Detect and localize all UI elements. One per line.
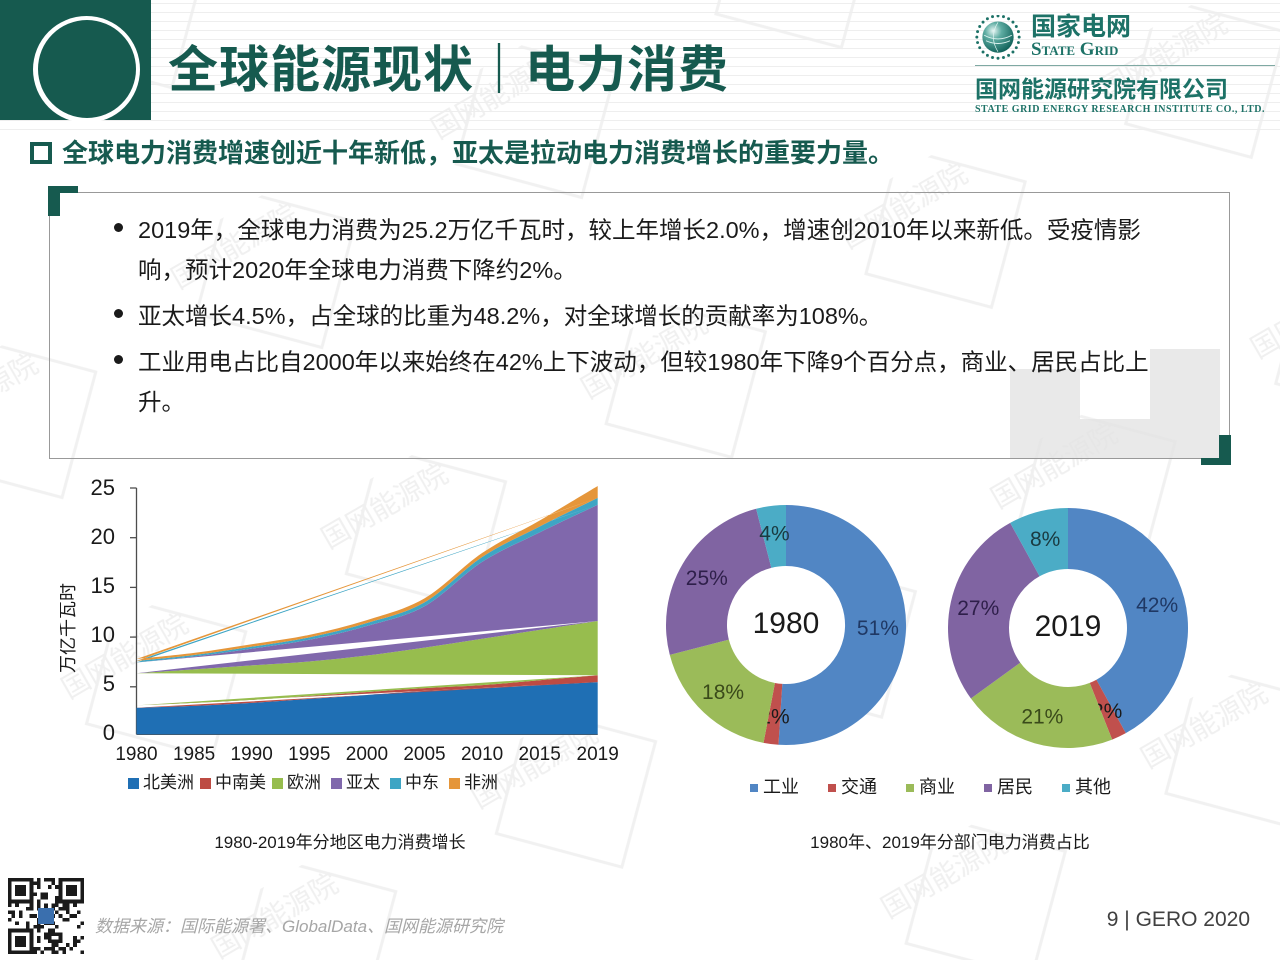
- svg-text:2019: 2019: [577, 744, 619, 765]
- svg-text:20: 20: [91, 524, 115, 549]
- svg-text:2000: 2000: [346, 744, 388, 765]
- svg-text:1990: 1990: [231, 744, 273, 765]
- svg-text:工业: 工业: [763, 773, 799, 798]
- svg-text:1995: 1995: [288, 744, 330, 765]
- svg-text:中南美: 中南美: [215, 768, 266, 793]
- svg-text:非洲: 非洲: [464, 768, 498, 793]
- svg-text:5: 5: [103, 671, 115, 696]
- svg-text:27%: 27%: [957, 597, 999, 620]
- svg-text:居民: 居民: [997, 773, 1033, 798]
- svg-text:亚太: 亚太: [346, 768, 380, 793]
- svg-text:25: 25: [91, 475, 115, 500]
- svg-text:42%: 42%: [1136, 594, 1178, 617]
- svg-text:10: 10: [91, 622, 115, 647]
- svg-text:中东: 中东: [405, 768, 439, 793]
- svg-text:4%: 4%: [759, 523, 789, 546]
- svg-text:2010: 2010: [461, 744, 503, 765]
- svg-text:51%: 51%: [857, 617, 899, 640]
- svg-text:8%: 8%: [1030, 528, 1060, 551]
- svg-text:0: 0: [103, 720, 115, 745]
- svg-text:2015: 2015: [519, 744, 561, 765]
- svg-text:1980: 1980: [753, 607, 820, 640]
- svg-text:商业: 商业: [919, 773, 955, 798]
- svg-text:2005: 2005: [403, 744, 445, 765]
- svg-text:15: 15: [91, 573, 115, 598]
- svg-text:其他: 其他: [1075, 773, 1111, 798]
- svg-text:1985: 1985: [173, 744, 215, 765]
- svg-text:21%: 21%: [1021, 705, 1063, 728]
- svg-text:北美洲: 北美洲: [143, 768, 194, 793]
- svg-text:2019: 2019: [1035, 610, 1102, 643]
- svg-text:交通: 交通: [841, 773, 877, 798]
- svg-text:万亿千瓦时: 万亿千瓦时: [60, 583, 80, 673]
- svg-text:欧洲: 欧洲: [287, 768, 321, 793]
- svg-text:25%: 25%: [686, 567, 728, 590]
- svg-text:1980: 1980: [115, 744, 157, 765]
- svg-text:18%: 18%: [702, 681, 744, 704]
